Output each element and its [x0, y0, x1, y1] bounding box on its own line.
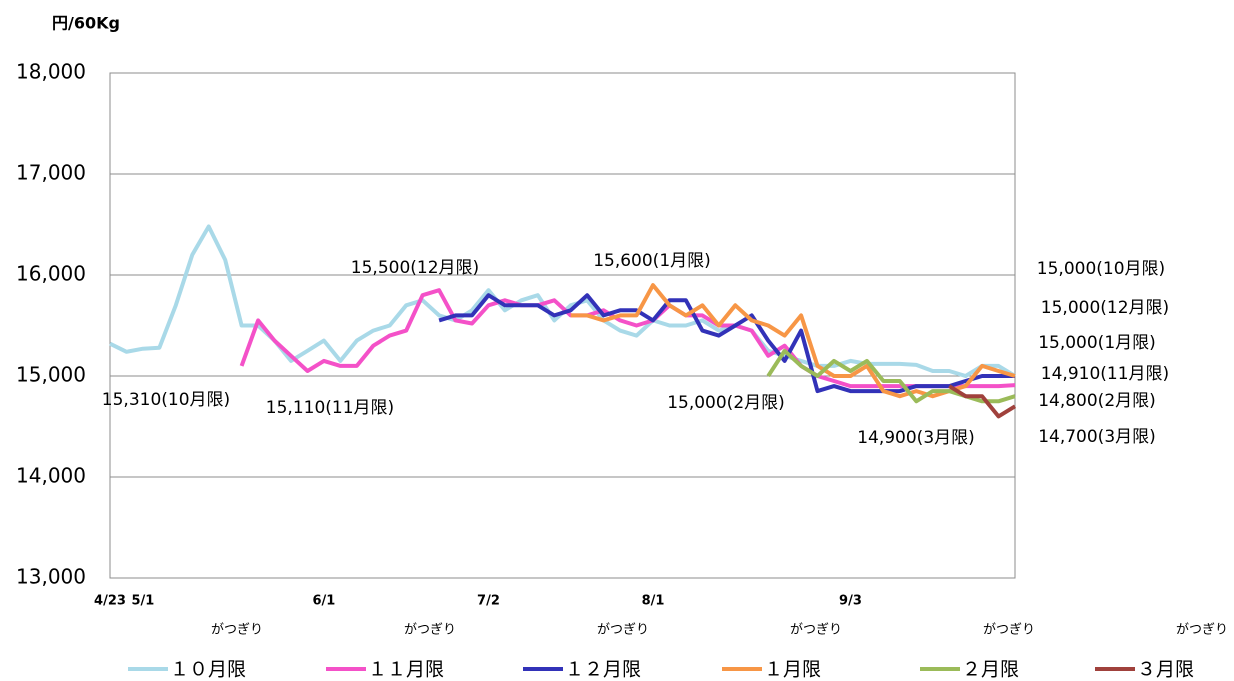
annotation: 15,000(1月限): [1038, 333, 1156, 353]
series-line: [239, 288, 1016, 389]
x-tick-label: 5/1: [131, 594, 154, 609]
x-note: がつぎり: [211, 623, 263, 638]
x-tick-label: 8/1: [642, 594, 665, 609]
x-note: がつぎり: [790, 623, 842, 638]
x-tick-label: 4/23: [94, 594, 126, 609]
y-tick-label: 16,000: [16, 262, 86, 286]
legend-label: １２月限: [565, 659, 641, 681]
annotation: 15,000(2月限): [667, 393, 785, 413]
legend-label: １１月限: [368, 659, 444, 681]
x-note: がつぎり: [1176, 623, 1228, 638]
x-note: がつぎり: [983, 623, 1035, 638]
series-line: [570, 283, 1016, 399]
legend-label: ３月限: [1137, 659, 1194, 681]
annotation: 15,600(1月限): [593, 251, 711, 271]
y-tick-label: 15,000: [16, 363, 86, 387]
legend-label: １０月限: [170, 659, 246, 681]
y-tick-label: 13,000: [16, 565, 86, 589]
annotation: 14,910(11月限): [1041, 364, 1169, 384]
y-tick-label: 17,000: [16, 161, 86, 185]
annotation: 14,900(3月限): [857, 428, 975, 448]
legend-label: １月限: [764, 659, 821, 681]
annotation: 14,700(3月限): [1038, 427, 1156, 447]
x-note: がつぎり: [404, 623, 456, 638]
y-unit-label: 円/60Kg: [52, 14, 120, 33]
annotation: 15,000(12月限): [1041, 298, 1169, 318]
annotation: 15,310(10月限): [102, 390, 230, 410]
x-tick-label: 7/2: [477, 594, 500, 609]
x-tick-label: 9/3: [839, 594, 862, 609]
annotation: 15,500(12月限): [351, 258, 479, 278]
series-line: [948, 384, 1017, 419]
annotation: 15,110(11月限): [266, 398, 394, 418]
annotation: 14,800(2月限): [1038, 391, 1156, 411]
series-line: [766, 348, 1016, 404]
annotation: 15,000(10月限): [1037, 259, 1165, 279]
y-tick-label: 18,000: [16, 60, 86, 84]
x-note: がつぎり: [597, 623, 649, 638]
series-line: [438, 293, 1015, 394]
legend-label: ２月限: [962, 659, 1019, 681]
y-tick-label: 14,000: [16, 464, 86, 488]
x-tick-label: 6/1: [312, 594, 335, 609]
